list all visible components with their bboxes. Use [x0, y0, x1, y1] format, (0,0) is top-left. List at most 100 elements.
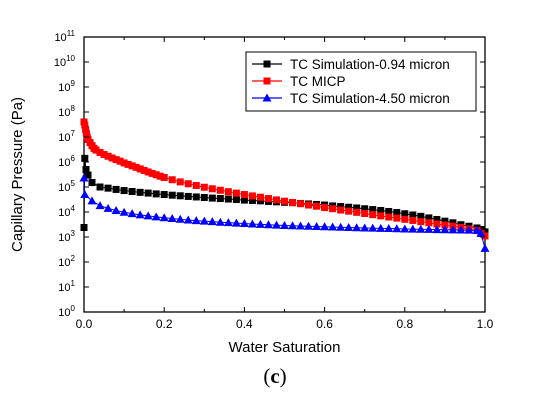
data-point — [191, 216, 201, 225]
data-point — [256, 197, 264, 205]
legend-box — [245, 51, 477, 112]
data-point — [96, 148, 104, 156]
data-point — [80, 223, 88, 231]
data-point — [200, 183, 208, 191]
x-tick-label: 0.6 — [316, 317, 333, 331]
data-point — [476, 228, 486, 237]
data-point — [472, 225, 482, 234]
x-tick-label: 0.0 — [76, 317, 93, 331]
data-point — [79, 173, 89, 182]
data-point — [108, 154, 116, 162]
data-point — [143, 211, 153, 220]
panel-label-letter: c — [270, 364, 280, 388]
data-point — [336, 222, 346, 231]
legend-marker — [263, 60, 271, 68]
data-point — [176, 192, 184, 200]
data-point — [392, 224, 402, 233]
data-point — [112, 156, 120, 164]
legend-marker — [262, 93, 272, 102]
data-point — [183, 215, 193, 224]
data-point — [168, 176, 176, 184]
data-point — [104, 152, 112, 160]
data-point — [223, 218, 233, 227]
data-point — [377, 206, 385, 214]
data-point — [167, 213, 177, 222]
data-point — [176, 178, 184, 186]
data-point — [433, 216, 441, 224]
x-tick-label: 0.2 — [156, 317, 173, 331]
y-tick-label: 108 — [58, 104, 75, 119]
data-point — [215, 217, 225, 226]
data-point — [81, 121, 89, 129]
data-point — [289, 198, 297, 206]
data-point — [184, 192, 192, 200]
data-point — [224, 195, 232, 203]
data-point — [136, 165, 144, 173]
series-tc-simulation-4-50-micron — [79, 173, 490, 252]
data-point — [416, 224, 426, 233]
legend-item: TC MICP — [252, 74, 346, 89]
data-point — [433, 220, 441, 228]
data-point — [329, 205, 337, 213]
data-point — [448, 225, 458, 234]
data-point — [207, 217, 217, 226]
data-point — [271, 220, 281, 229]
data-point — [152, 171, 160, 179]
panel-label-open: ( — [263, 364, 271, 388]
y-tick-label: 109 — [58, 79, 75, 94]
data-point — [92, 146, 100, 154]
data-point — [132, 163, 140, 171]
data-point — [312, 222, 322, 231]
data-point — [240, 196, 248, 204]
legend-item: TC Simulation-4.50 micron — [252, 91, 450, 106]
data-point — [112, 185, 120, 193]
y-tick-label: 107 — [58, 129, 75, 144]
data-point — [432, 225, 442, 234]
data-point — [111, 205, 121, 214]
data-point — [156, 172, 164, 180]
y-tick-label: 103 — [58, 229, 75, 244]
y-tick-label: 101 — [58, 279, 75, 294]
data-point — [120, 187, 128, 195]
x-axis-label: Water Saturation — [229, 339, 341, 356]
x-tick-label: 0.4 — [236, 317, 253, 331]
legend-label: TC Simulation-4.50 micron — [290, 91, 450, 106]
data-point — [353, 208, 361, 216]
data-point — [135, 210, 145, 219]
data-point — [184, 180, 192, 188]
data-point — [208, 185, 216, 193]
data-point — [255, 219, 265, 228]
legend-item: TC Simulation-0.94 micron — [252, 57, 450, 72]
data-point — [82, 166, 90, 174]
y-tick-label: 1010 — [54, 54, 76, 69]
data-point — [248, 196, 256, 204]
y-tick-label: 102 — [58, 254, 75, 269]
data-point — [393, 209, 401, 217]
data-point — [321, 204, 329, 212]
data-point — [96, 183, 104, 191]
data-point — [124, 160, 132, 168]
data-point — [345, 207, 353, 215]
data-point — [151, 212, 161, 221]
data-point — [104, 184, 112, 192]
data-point — [440, 225, 450, 234]
data-point — [401, 215, 409, 223]
data-point — [240, 191, 248, 199]
data-point — [148, 169, 156, 177]
data-point — [272, 196, 280, 204]
data-point — [481, 228, 489, 236]
data-point — [369, 206, 377, 214]
data-point — [344, 222, 354, 231]
y-axis-label: Capillary Pressure (Pa) — [9, 97, 26, 252]
data-point — [361, 205, 369, 213]
data-point — [385, 213, 393, 221]
data-point — [192, 181, 200, 189]
data-point — [119, 207, 129, 216]
data-point — [425, 214, 433, 222]
data-point — [480, 243, 490, 252]
data-point — [328, 222, 338, 231]
data-point — [140, 166, 148, 174]
data-point — [369, 211, 377, 219]
legend: TC Simulation-0.94 micron TC MICP TC Simul… — [245, 51, 477, 112]
data-point — [231, 218, 241, 227]
